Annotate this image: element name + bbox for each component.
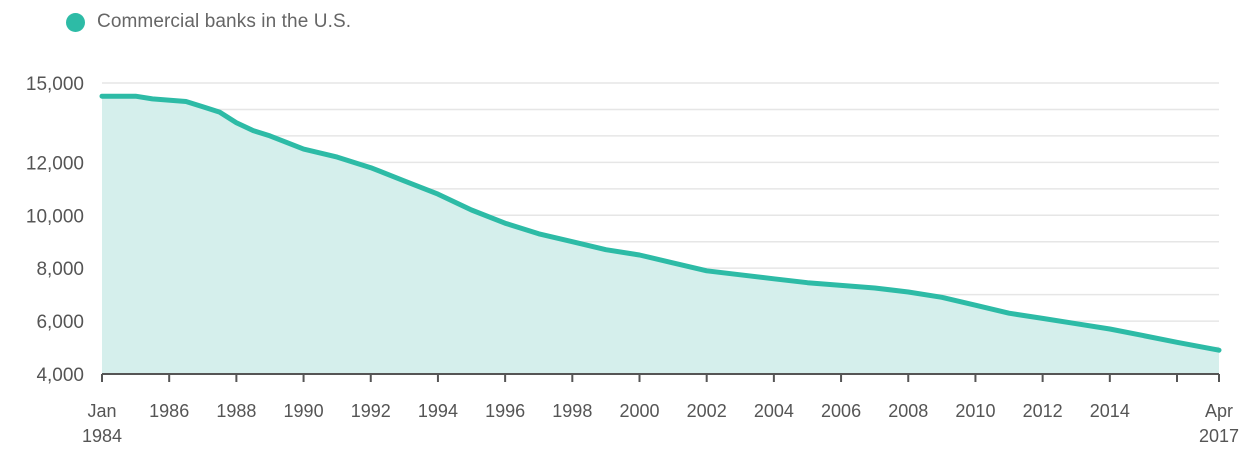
x-tick-label: 1994 xyxy=(418,401,458,421)
x-tick-label: 1986 xyxy=(149,401,189,421)
y-tick-label: 4,000 xyxy=(36,365,84,386)
y-tick-label: 12,000 xyxy=(26,153,84,174)
series-line xyxy=(99,93,1222,353)
x-tick-label: 2014 xyxy=(1090,401,1130,421)
y-tick-label: 10,000 xyxy=(26,206,84,227)
x-tick-label: 2008 xyxy=(888,401,928,421)
x-tick-label: 1988 xyxy=(216,401,256,421)
x-tick-label: 2012 xyxy=(1023,401,1063,421)
y-tick-label: 6,000 xyxy=(36,312,84,333)
legend-swatch xyxy=(66,12,85,32)
y-tick-label: 15,000 xyxy=(26,74,84,95)
x-tick-label: 2010 xyxy=(955,401,995,421)
x-tick-label: Jan xyxy=(87,401,116,421)
x-tick-label: 2006 xyxy=(821,401,861,421)
x-tick-label: 1992 xyxy=(351,401,391,421)
x-tick-label: 2000 xyxy=(619,401,659,421)
legend: Commercial banks in the U.S. xyxy=(66,8,351,36)
x-tick-label: 2002 xyxy=(687,401,727,421)
x-tick-label: 1998 xyxy=(552,401,592,421)
y-axis: 4,000 6,000 8,000 10,000 12,000 15,000 xyxy=(26,74,84,386)
x-tick-label-line2: 1984 xyxy=(82,426,122,446)
x-tick-label: 1990 xyxy=(284,401,324,421)
x-tick-label-line2: 2017 xyxy=(1199,426,1239,446)
x-axis: Jan 1984 1986 1988 1990 1992 1994 1996 1998 2000 2… xyxy=(82,374,1239,446)
y-tick-label: 8,000 xyxy=(36,259,84,280)
series-area xyxy=(102,96,1219,374)
x-tick-label: Apr xyxy=(1205,401,1233,421)
legend-label: Commercial banks in the U.S. xyxy=(97,11,352,32)
x-tick-label: 1996 xyxy=(485,401,525,421)
x-tick-label: 2004 xyxy=(754,401,794,421)
